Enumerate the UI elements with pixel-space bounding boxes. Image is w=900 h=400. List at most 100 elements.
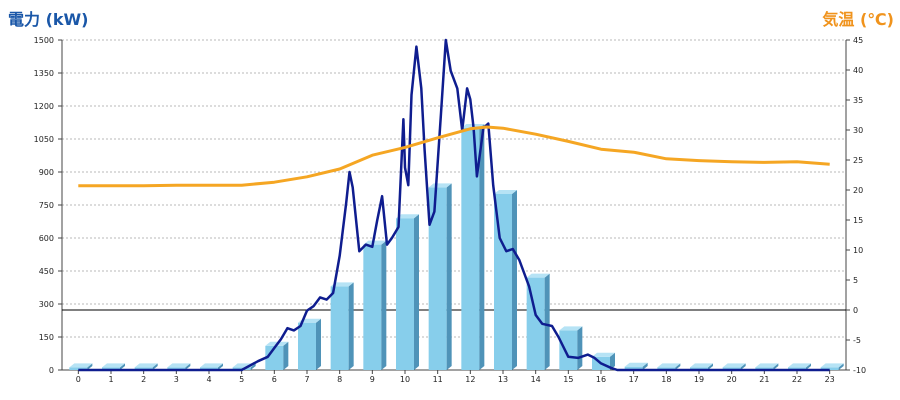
power-bar-side: [348, 282, 354, 370]
power-bar: [200, 367, 218, 370]
power-bar: [102, 367, 120, 370]
left-tick-label: 600: [39, 234, 54, 243]
power-bar-top: [396, 214, 419, 219]
power-bar: [167, 367, 186, 370]
right-tick-label: 20: [853, 186, 863, 195]
x-tick-label: 5: [239, 375, 244, 384]
power-bar-top: [102, 363, 125, 368]
power-bar-side: [218, 363, 223, 370]
power-bar-top: [624, 362, 648, 367]
power-bar-side: [185, 363, 191, 370]
right-tick-label: 10: [853, 246, 863, 255]
power-bar: [788, 367, 806, 370]
right-tick-label: 25: [853, 156, 863, 165]
power-bar-side: [544, 273, 550, 370]
x-tick-label: 13: [498, 375, 508, 384]
x-tick-label: 20: [727, 375, 737, 384]
x-tick-label: 9: [370, 375, 375, 384]
right-tick-label: 45: [853, 36, 863, 45]
left-tick-label: 1050: [34, 135, 54, 144]
power-bar-side: [642, 362, 648, 370]
power-bar-top: [200, 363, 223, 368]
x-tick-label: 14: [531, 375, 541, 384]
power-bar-top: [167, 363, 191, 368]
power-bar: [330, 286, 349, 370]
right-tick-label: -5: [853, 336, 861, 345]
power-bar: [363, 244, 382, 370]
x-tick-label: 4: [206, 375, 211, 384]
power-bar-side: [708, 363, 713, 370]
x-tick-label: 18: [661, 375, 671, 384]
power-bar-side: [675, 363, 681, 370]
power-bar-side: [806, 363, 811, 370]
power-bar-side: [773, 363, 779, 370]
left-tick-label: 750: [39, 201, 54, 210]
power-bar-side: [381, 240, 387, 370]
power-bar-top: [428, 183, 452, 188]
x-tick-label: 19: [694, 375, 704, 384]
power-bar-side: [87, 363, 93, 370]
power-bar: [722, 367, 741, 370]
right-tick-label: 35: [853, 96, 863, 105]
power-bar-side: [316, 318, 321, 370]
right-tick-label: 0: [853, 306, 858, 315]
power-bar-side: [414, 214, 419, 370]
power-bar-side: [479, 124, 485, 370]
right-tick-label: 5: [853, 276, 858, 285]
power-bar: [69, 367, 88, 370]
power-bar: [755, 367, 774, 370]
power-bar-side: [838, 363, 844, 370]
left-tick-label: 1500: [34, 36, 54, 45]
x-tick-label: 10: [400, 375, 410, 384]
right-tick-label: -10: [853, 366, 866, 375]
power-bar-top: [592, 352, 615, 357]
power-bar: [559, 330, 578, 370]
power-bar-top: [690, 363, 713, 368]
power-bar-top: [526, 273, 550, 278]
right-tick-label: 30: [853, 126, 863, 135]
x-tick-label: 11: [433, 375, 443, 384]
power-bar-side: [120, 363, 125, 370]
left-axis-title: 電力 (kW): [8, 10, 89, 29]
x-tick-label: 0: [76, 375, 81, 384]
x-tick-label: 17: [629, 375, 639, 384]
x-tick-label: 22: [792, 375, 802, 384]
power-bar: [657, 367, 676, 370]
x-tick-label: 15: [563, 375, 573, 384]
power-bar: [265, 345, 284, 370]
power-bar: [134, 367, 153, 370]
x-tick-label: 23: [825, 375, 835, 384]
right-tick-label: 40: [853, 66, 863, 75]
x-tick-label: 7: [304, 375, 309, 384]
power-bar-side: [446, 183, 452, 370]
power-line: [78, 38, 830, 372]
x-tick-label: 2: [141, 375, 146, 384]
x-tick-label: 21: [759, 375, 769, 384]
right-axis-title: 気温 (℃): [822, 10, 894, 29]
power-bar-top: [559, 326, 583, 331]
power-bar-side: [152, 363, 158, 370]
left-tick-label: 1350: [34, 69, 54, 78]
power-bar: [624, 366, 643, 370]
power-bar-top: [494, 190, 517, 194]
left-tick-label: 300: [39, 300, 54, 309]
power-bar-top: [755, 363, 779, 368]
power-bar-side: [610, 352, 615, 370]
x-tick-label: 1: [108, 375, 113, 384]
right-tick-label: 15: [853, 216, 863, 225]
power-bar-side: [283, 341, 289, 370]
x-tick-label: 8: [337, 375, 342, 384]
power-bar: [461, 128, 480, 370]
power-bar: [690, 367, 708, 370]
power-bar-top: [788, 363, 811, 368]
x-tick-label: 6: [272, 375, 277, 384]
left-tick-label: 450: [39, 267, 54, 276]
power-bar: [396, 218, 414, 370]
x-tick-label: 16: [596, 375, 606, 384]
x-tick-label: 3: [174, 375, 179, 384]
left-tick-label: 150: [39, 333, 54, 342]
temperature-line: [78, 125, 830, 188]
left-tick-label: 900: [39, 168, 54, 177]
power-bar-top: [134, 363, 158, 368]
